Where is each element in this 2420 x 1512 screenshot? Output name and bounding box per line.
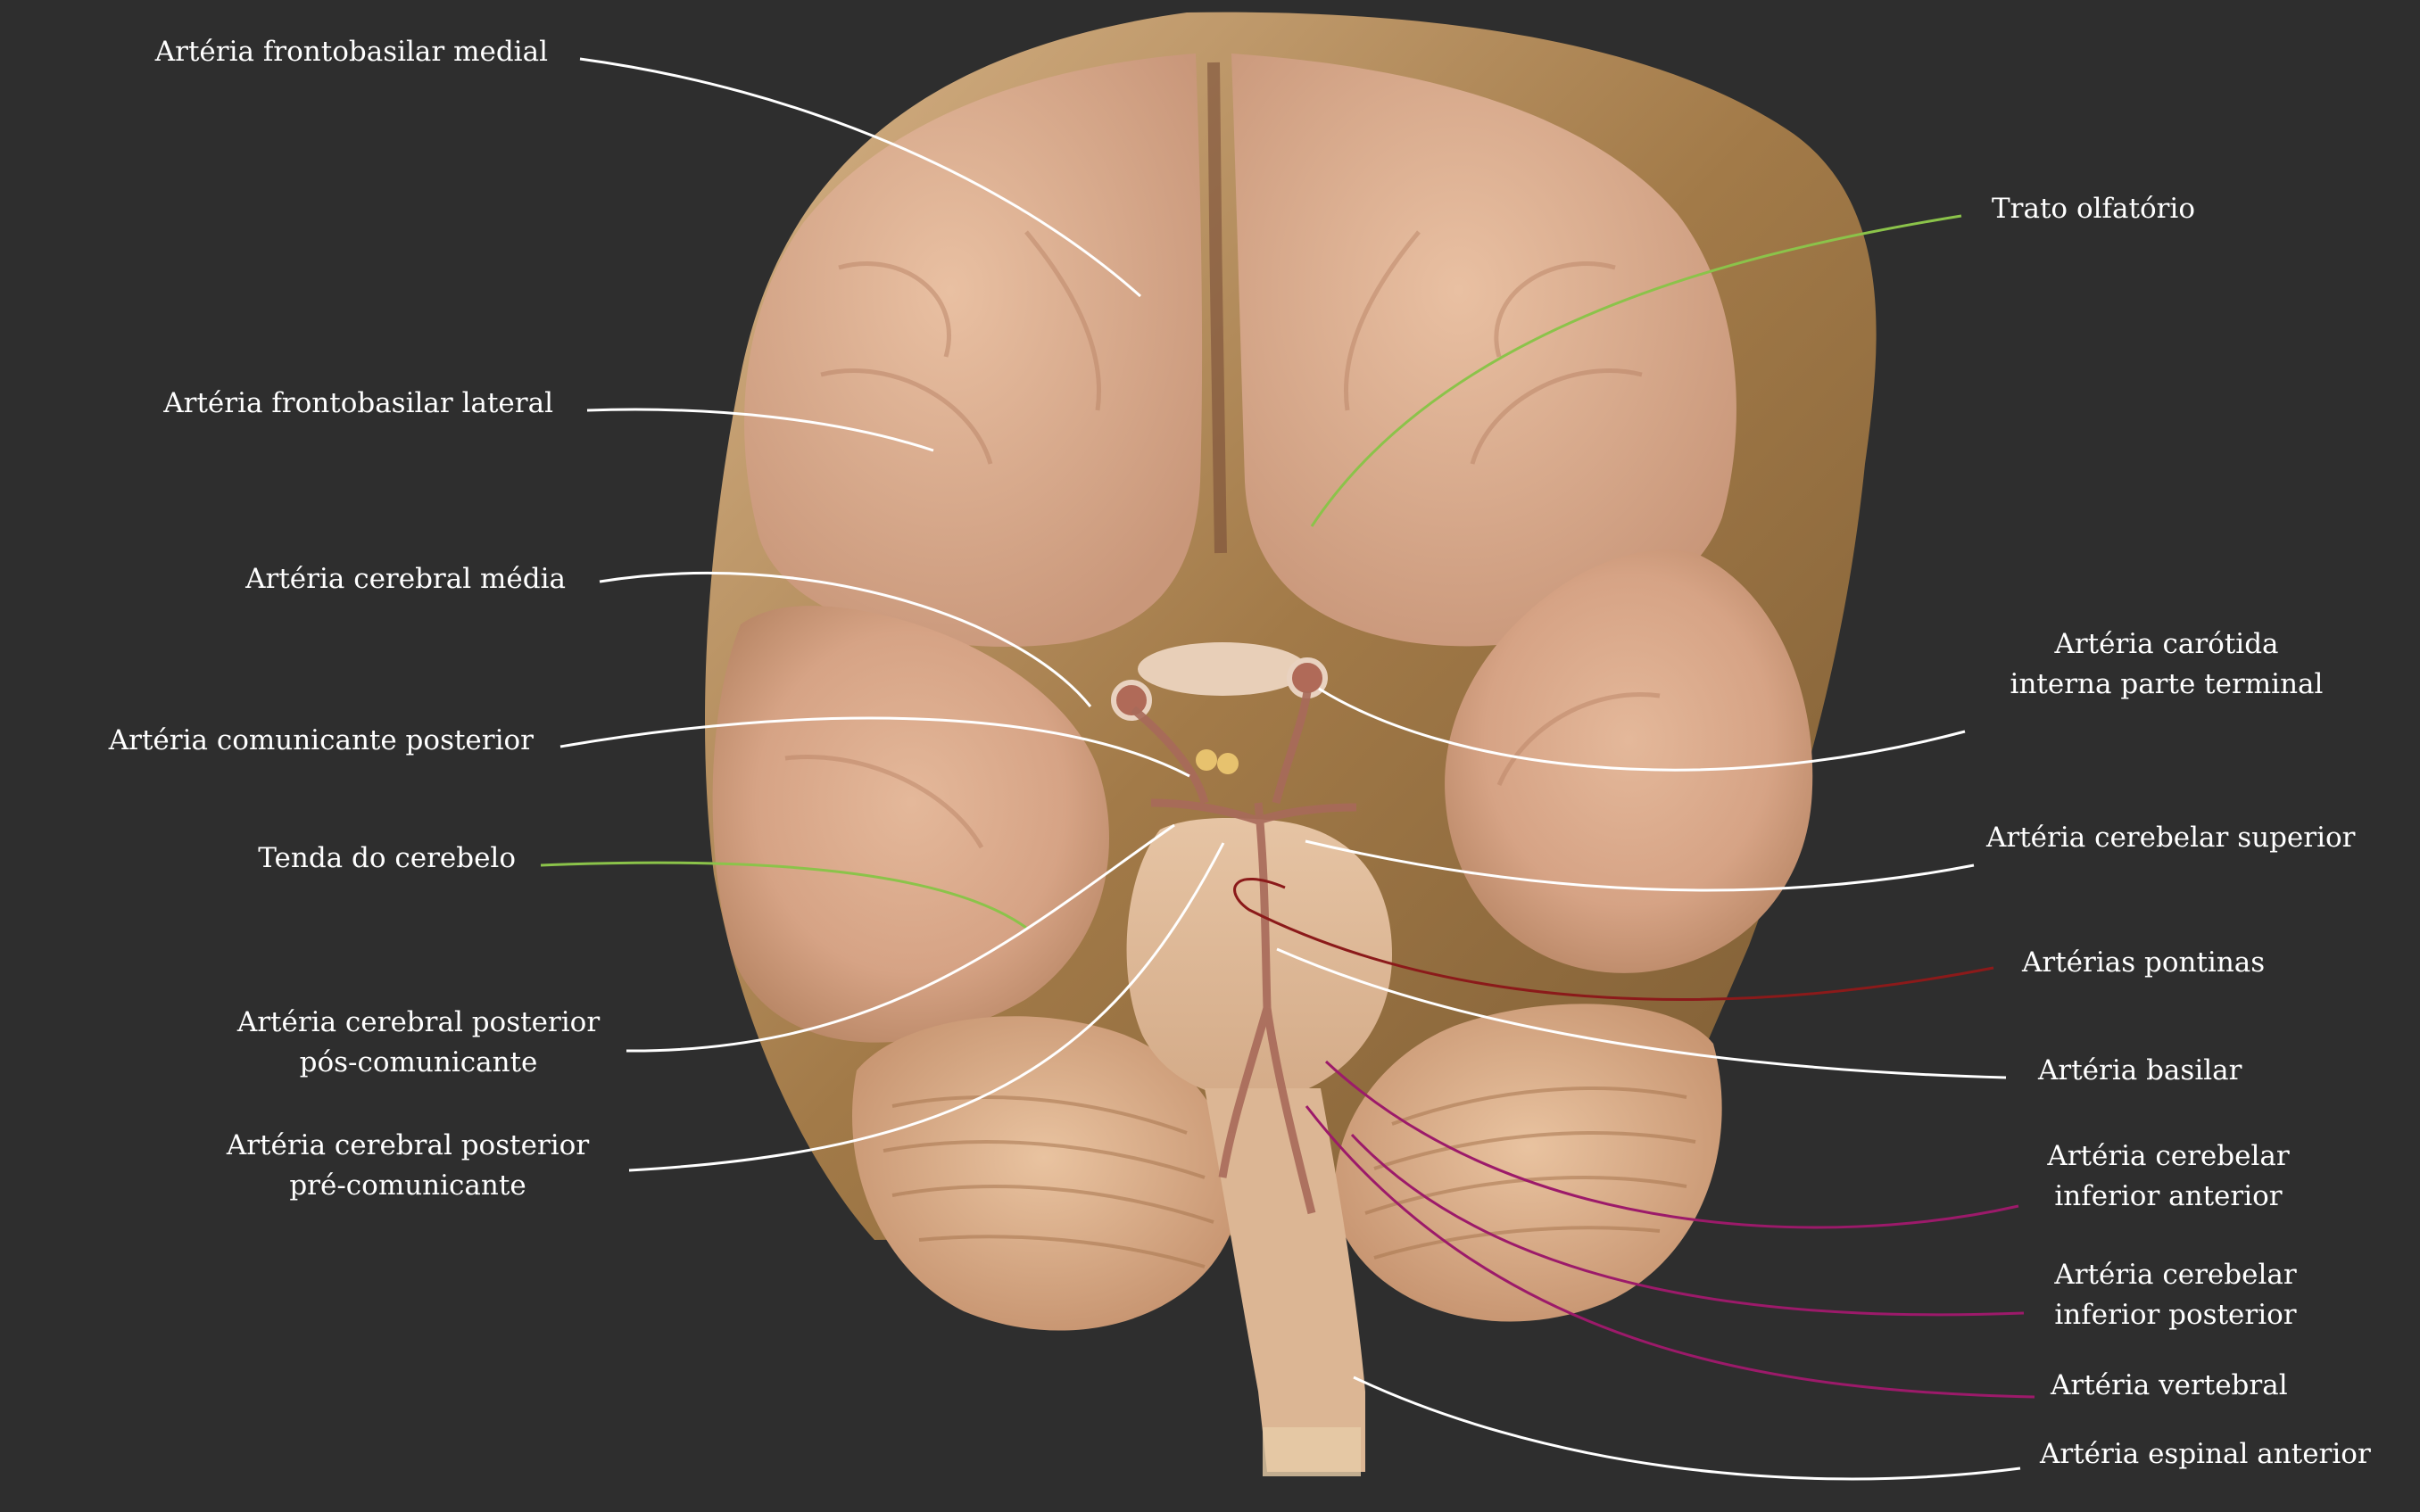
label-text-line2: inferior anterior — [2054, 1180, 2283, 1212]
label-text: Artéria cerebelar superior — [1986, 822, 2356, 854]
label-basilar: Artéria basilar — [2038, 1051, 2242, 1091]
label-text: Artéria comunicante posterior — [108, 724, 534, 756]
label-text: Trato olfatório — [1992, 193, 2196, 225]
label-text-line1: Artéria cerebral posterior — [236, 1006, 601, 1038]
label-text-line1: Artéria cerebral posterior — [226, 1129, 590, 1161]
right-internal-carotid — [1287, 657, 1328, 698]
label-cerebral-posterior-pre: Artéria cerebral posterior pré-comunican… — [189, 1126, 626, 1206]
label-frontobasilar-lateral: Artéria frontobasilar lateral — [163, 384, 553, 424]
label-pontinas: Artérias pontinas — [2022, 943, 2265, 983]
label-text: Artérias pontinas — [2022, 946, 2266, 979]
label-text-line2: inferior posterior — [2054, 1299, 2297, 1331]
label-comunicante-posterior: Artéria comunicante posterior — [109, 721, 534, 761]
label-cerebelar-superior: Artéria cerebelar superior — [1986, 818, 2356, 858]
label-text-line1: Artéria cerebelar — [2047, 1140, 2290, 1172]
label-text: Artéria frontobasilar lateral — [163, 387, 553, 419]
label-text: Tenda do cerebelo — [258, 842, 516, 874]
label-text: Artéria espinal anterior — [2040, 1438, 2371, 1470]
label-text: Artéria vertebral — [2051, 1369, 2288, 1401]
label-tenda-cerebelo: Tenda do cerebelo — [258, 839, 516, 879]
label-trato-olfatorio: Trato olfatório — [1992, 189, 2195, 229]
label-text-line1: Artéria cerebelar — [2054, 1259, 2297, 1291]
label-text-line1: Artéria carótida — [2054, 628, 2279, 660]
label-text-line2: interna parte terminal — [2010, 668, 2324, 700]
label-carotida: Artéria carótida interna parte terminal — [1979, 624, 2354, 705]
label-cerebral-media: Artéria cerebral média — [245, 559, 566, 599]
label-text-line2: pré-comunicante — [289, 1169, 526, 1202]
label-cerebral-posterior-pos: Artéria cerebral posterior pós-comunican… — [200, 1003, 637, 1083]
label-cerebelar-inf-post: Artéria cerebelar inferior posterior — [2015, 1255, 2336, 1335]
label-vertebral: Artéria vertebral — [2051, 1366, 2288, 1406]
left-frontal-lobe — [744, 54, 1203, 647]
label-text: Artéria cerebral média — [245, 563, 566, 595]
label-text-line2: pós-comunicante — [299, 1046, 538, 1078]
optic-chiasm — [1138, 642, 1307, 696]
interhemispheric-fissure — [1207, 62, 1227, 554]
label-frontobasilar-medial: Artéria frontobasilar medial — [155, 32, 548, 72]
label-text: Artéria basilar — [2038, 1054, 2242, 1086]
label-espinal-anterior: Artéria espinal anterior — [2040, 1434, 2371, 1475]
label-text: Artéria frontobasilar medial — [154, 36, 548, 68]
label-cerebelar-inf-ant: Artéria cerebelar inferior anterior — [2008, 1136, 2329, 1217]
